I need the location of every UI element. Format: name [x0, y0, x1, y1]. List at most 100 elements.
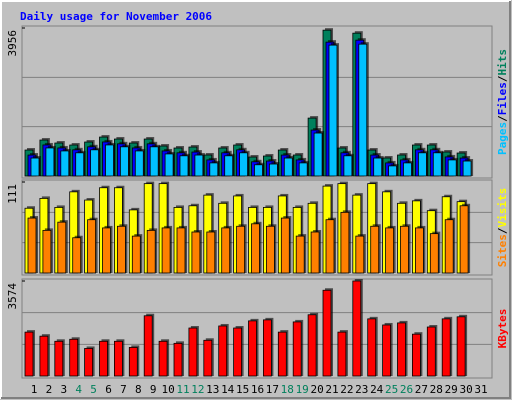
bar [388, 165, 398, 177]
bar [69, 338, 79, 377]
bar [283, 157, 293, 177]
bar [343, 155, 353, 177]
x-tick-label: 16 [251, 383, 264, 396]
bar [149, 146, 159, 177]
bar [206, 231, 216, 274]
x-tick-label: 20 [310, 383, 323, 396]
x-tick-label: 12 [191, 383, 204, 396]
bar [161, 227, 171, 274]
bar [54, 340, 64, 377]
x-tick-label: 7 [120, 383, 127, 396]
bar [432, 152, 442, 177]
x-tick-label: 21 [325, 383, 338, 396]
bar [134, 150, 144, 177]
bar [224, 155, 234, 177]
bar [173, 342, 183, 377]
bar [373, 157, 383, 177]
bar [444, 219, 454, 274]
legend-entry: Pages [496, 122, 509, 155]
bar [72, 237, 82, 274]
bar [417, 152, 427, 177]
bar [426, 326, 436, 377]
bar [268, 163, 278, 177]
x-tick-label: 17 [266, 383, 279, 396]
bar [99, 340, 108, 377]
x-tick-label: 6 [105, 383, 112, 396]
bar [143, 315, 153, 377]
x-tick-label: 22 [340, 383, 353, 396]
bar [117, 225, 126, 274]
bar [179, 155, 189, 177]
bar [75, 152, 85, 177]
x-tick-label: 9 [150, 383, 157, 396]
y-tick-label: 3574 [6, 283, 19, 310]
x-tick-label: 28 [430, 383, 443, 396]
x-tick-label: 31 [474, 383, 487, 396]
bar [191, 231, 201, 274]
legend: KBytes [496, 309, 509, 349]
x-tick-label: 25 [385, 383, 398, 396]
bar [462, 160, 472, 177]
bar [209, 162, 219, 177]
legend-entry: Sites [496, 234, 509, 267]
bar [277, 331, 287, 377]
bar [128, 347, 138, 377]
bar [42, 229, 52, 274]
bar [447, 159, 457, 177]
bar [411, 333, 421, 377]
bar [340, 211, 350, 274]
bar [403, 162, 412, 177]
bar [397, 322, 406, 377]
x-tick-label: 26 [400, 383, 413, 396]
x-tick-label: 10 [161, 383, 174, 396]
bar [262, 319, 272, 377]
bar [27, 217, 37, 274]
legend-entry: Files [496, 82, 509, 115]
x-tick-label: 11 [176, 383, 189, 396]
legend-separator: / [496, 115, 509, 122]
bar [87, 219, 96, 274]
legend-separator: / [496, 227, 509, 234]
bar [328, 44, 338, 177]
x-tick-label: 18 [281, 383, 294, 396]
bar [367, 318, 377, 377]
bar [233, 327, 243, 377]
x-tick-label: 3 [60, 383, 67, 396]
bar [358, 43, 368, 177]
x-tick-label: 14 [221, 383, 235, 396]
legend-entry: Visits [496, 188, 509, 228]
bar [265, 225, 275, 274]
bar [90, 149, 99, 177]
x-tick-label: 4 [75, 383, 82, 396]
bar [158, 340, 168, 377]
bar [203, 339, 213, 377]
bar [322, 289, 332, 377]
bar [236, 225, 246, 274]
legend: Sites/Visits [496, 188, 509, 268]
y-tick-label: 111 [6, 184, 19, 204]
bar [280, 217, 290, 274]
bar [441, 318, 451, 377]
bar [429, 233, 439, 274]
bar [60, 150, 70, 177]
bar [382, 324, 392, 377]
bar [292, 321, 302, 377]
bar [114, 340, 123, 377]
x-tick-label: 13 [206, 383, 219, 396]
bar [176, 227, 186, 274]
bar [57, 221, 67, 274]
bar [105, 144, 114, 177]
bar [400, 225, 409, 274]
bar [218, 325, 228, 377]
bar [45, 147, 55, 177]
x-tick-label: 29 [445, 383, 458, 396]
bar [313, 132, 323, 177]
x-tick-label: 27 [415, 383, 428, 396]
bar [352, 280, 362, 377]
x-tick-label: 30 [459, 383, 472, 396]
bar [188, 327, 198, 377]
legend-entry: Hits [496, 49, 509, 76]
x-tick-label: 15 [236, 383, 249, 396]
